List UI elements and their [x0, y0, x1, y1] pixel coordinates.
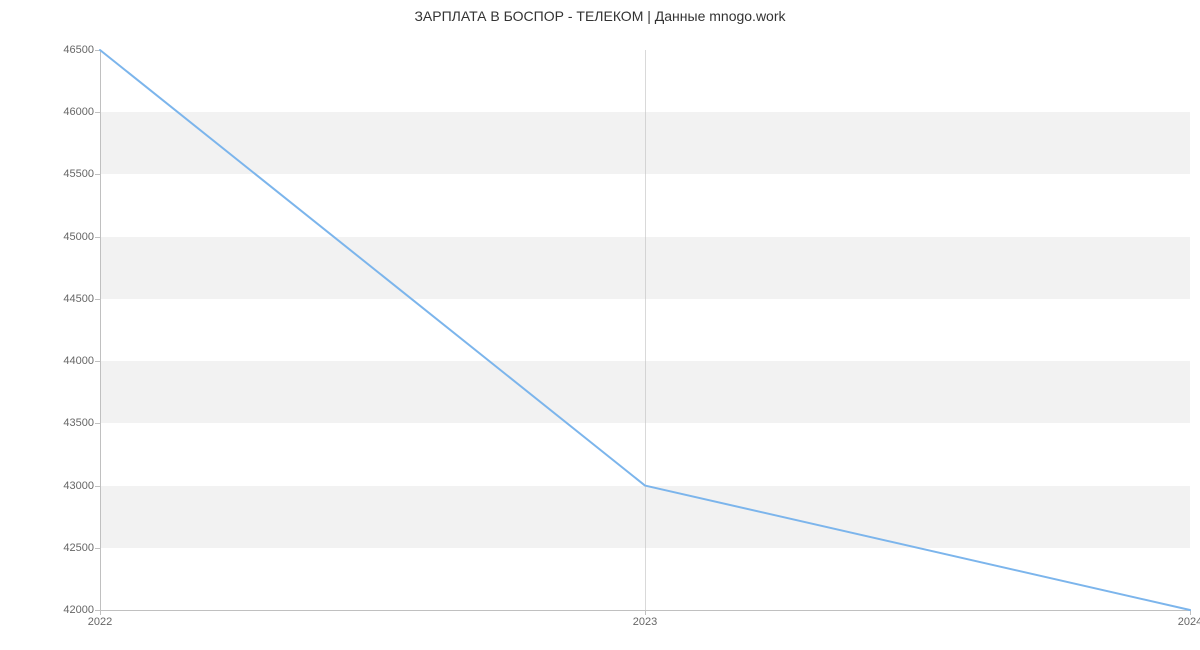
x-tick-mark [645, 610, 646, 615]
plot-area: 4200042500430004350044000445004500045500… [100, 50, 1190, 610]
x-tick-label: 2024 [1178, 610, 1200, 628]
x-tick-mark [100, 610, 101, 615]
series-svg [100, 50, 1190, 610]
chart-title: ЗАРПЛАТА В БОСПОР - ТЕЛЕКОМ | Данные mno… [0, 8, 1200, 24]
series-line-salary [100, 50, 1190, 610]
salary-line-chart: ЗАРПЛАТА В БОСПОР - ТЕЛЕКОМ | Данные mno… [0, 0, 1200, 650]
